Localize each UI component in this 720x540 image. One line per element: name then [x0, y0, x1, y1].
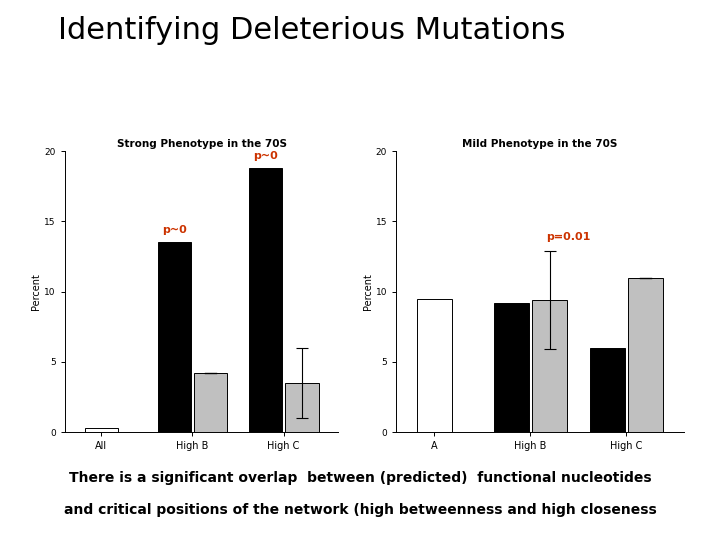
Bar: [532, 300, 567, 432]
Bar: [494, 303, 528, 432]
Text: p~0: p~0: [162, 225, 186, 235]
Bar: [158, 242, 191, 432]
Title: Strong Phenotype in the 70S: Strong Phenotype in the 70S: [117, 139, 287, 149]
Title: Mild Phenotype in the 70S: Mild Phenotype in the 70S: [462, 139, 618, 149]
Bar: [628, 278, 663, 432]
Bar: [248, 168, 282, 432]
Bar: [417, 299, 452, 432]
Text: p~0: p~0: [253, 151, 278, 161]
Bar: [194, 373, 228, 432]
Bar: [285, 383, 319, 432]
Text: There is a significant overlap  between (predicted)  functional nucleotides: There is a significant overlap between (…: [68, 471, 652, 485]
Bar: [590, 348, 625, 432]
Bar: [84, 428, 118, 432]
Y-axis label: Percent: Percent: [363, 273, 373, 310]
Text: Identifying Deleterious Mutations: Identifying Deleterious Mutations: [58, 16, 565, 45]
Text: p=0.01: p=0.01: [546, 232, 591, 242]
Text: and critical positions of the network (high betweenness and high closeness: and critical positions of the network (h…: [63, 503, 657, 517]
Y-axis label: Percent: Percent: [32, 273, 42, 310]
